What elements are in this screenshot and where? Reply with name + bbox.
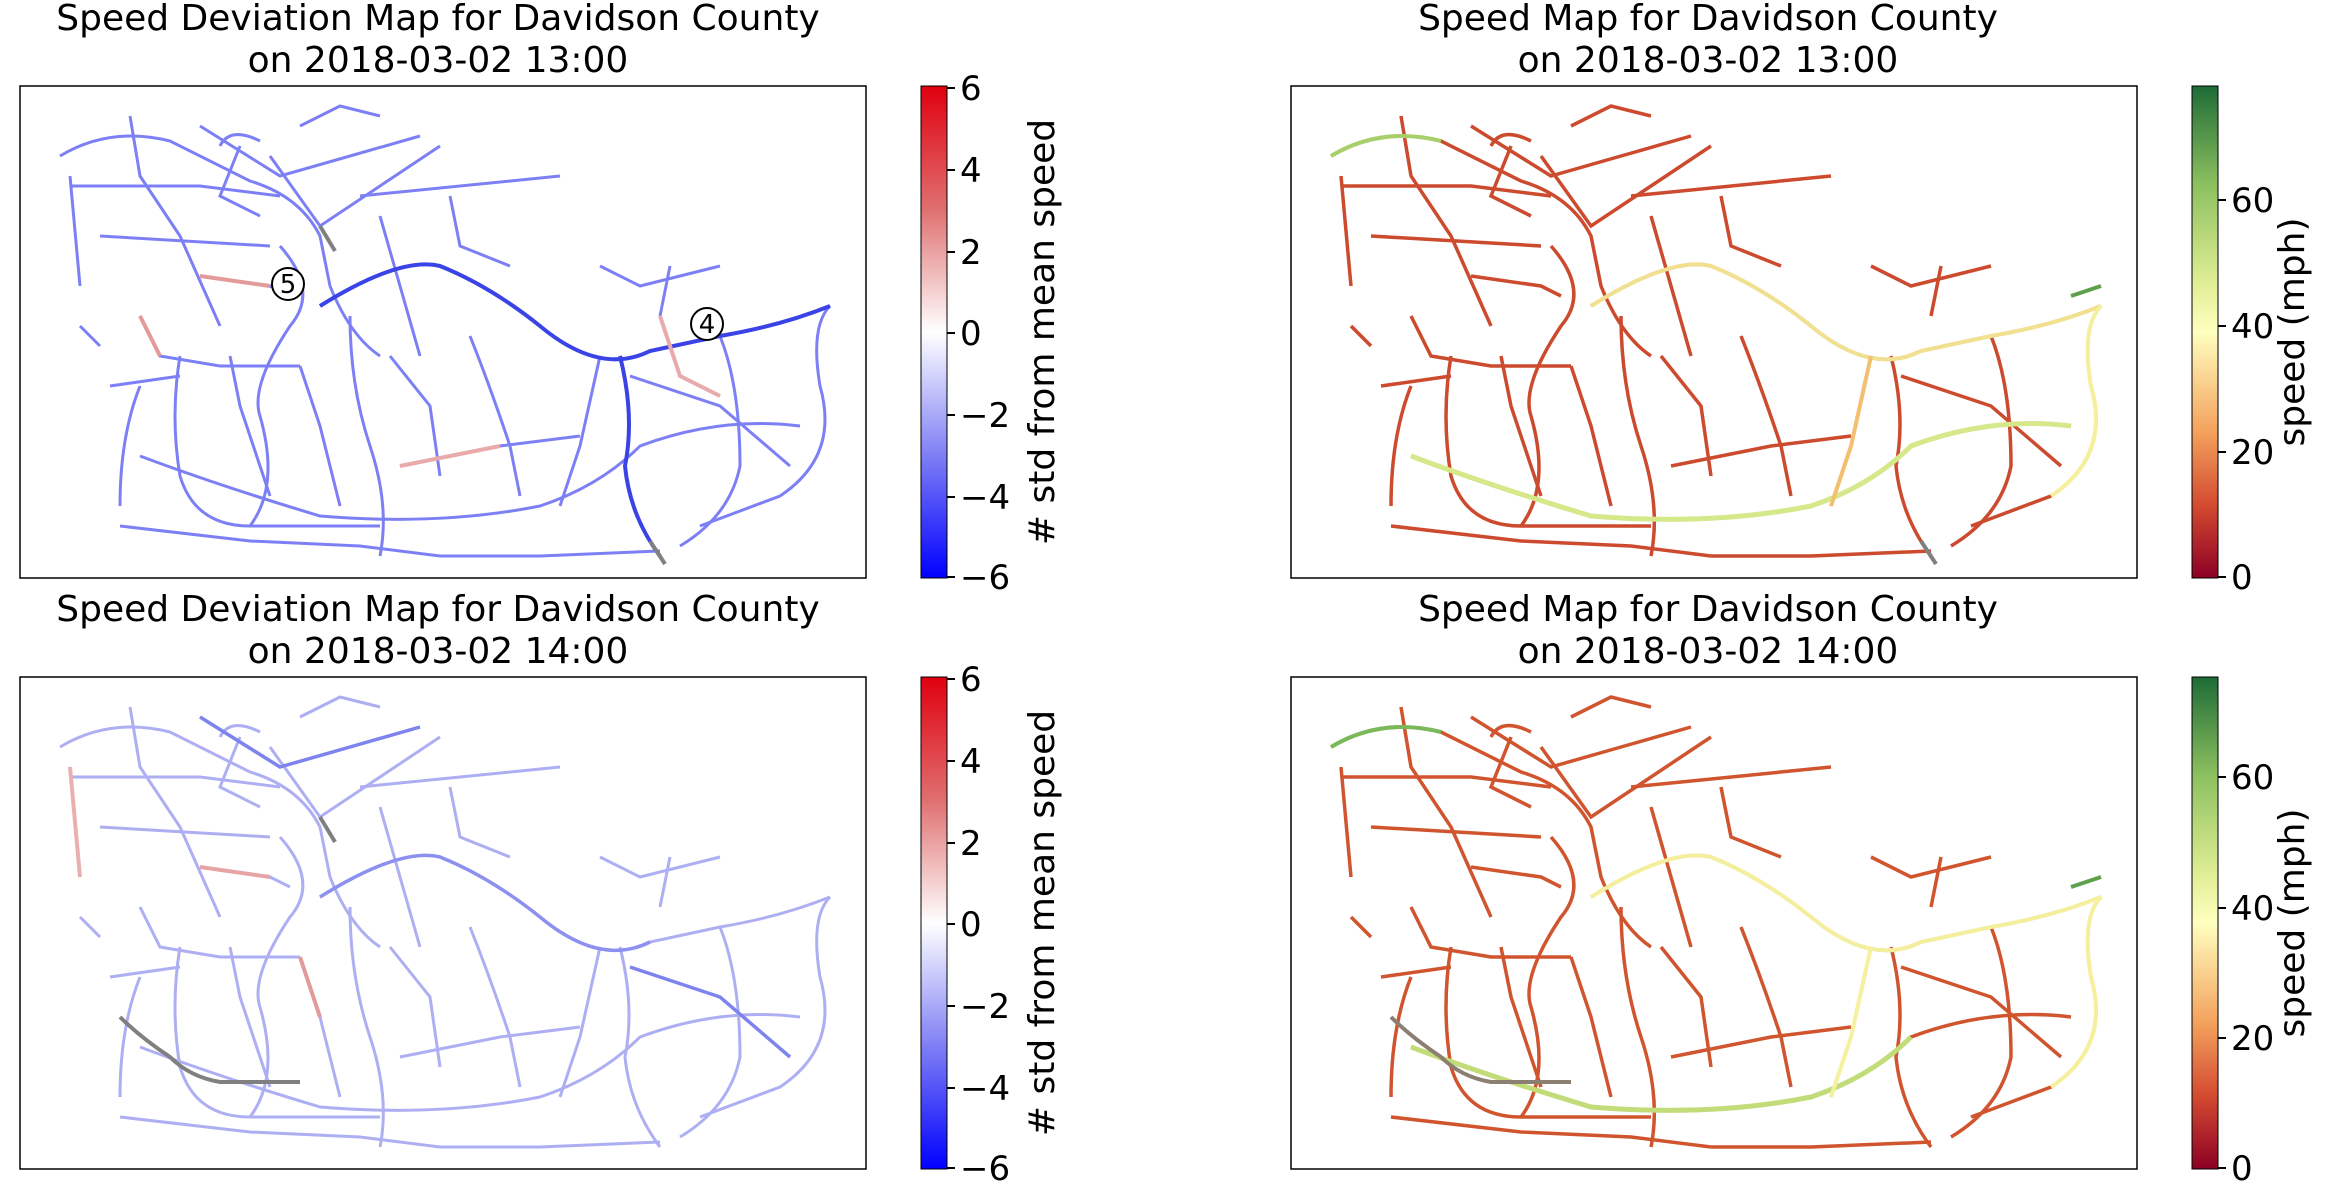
- tick-label: 20: [2231, 1019, 2274, 1059]
- map-frame: [1290, 676, 2138, 1170]
- tick-label: 0: [2231, 558, 2253, 598]
- map-frame: [19, 676, 867, 1170]
- panel-title-line2: on 2018-03-02 13:00: [1518, 40, 1899, 81]
- panel-title-line1: Speed Map for Davidson County: [1418, 589, 1998, 630]
- panel-title-line1: Speed Deviation Map for Davidson County: [56, 589, 820, 630]
- tick-label: 40: [2231, 307, 2274, 347]
- colorbar-ticks: 6 4 2 0 −2 −4 −6: [947, 69, 1010, 598]
- colorbar-ticks: 60 40 20 0: [2218, 181, 2274, 598]
- tick-label: 0: [960, 905, 982, 945]
- tick-label: −6: [960, 1149, 1010, 1189]
- tick-label: 4: [960, 742, 982, 782]
- svg-text:5: 5: [280, 270, 297, 300]
- colorbar-label: speed (mph): [2272, 217, 2313, 446]
- callout-4: 4: [690, 307, 724, 341]
- colorbar: [2191, 676, 2219, 1170]
- panel-title-line2: on 2018-03-02 14:00: [1518, 631, 1899, 672]
- panel-speed-1300: Speed Map for Davidson County on 2018-03…: [1290, 0, 2313, 598]
- colorbar: [2191, 85, 2219, 579]
- tick-label: 60: [2231, 758, 2274, 798]
- panel-title-line2: on 2018-03-02 13:00: [248, 40, 629, 81]
- panel-title-line2: on 2018-03-02 14:00: [248, 631, 629, 672]
- colorbar: [920, 85, 948, 579]
- tick-label: 40: [2231, 889, 2274, 929]
- tick-label: 0: [2231, 1149, 2253, 1189]
- tick-label: 6: [960, 660, 982, 700]
- tick-label: −2: [960, 987, 1010, 1027]
- tick-label: −4: [960, 1069, 1010, 1109]
- tick-label: −4: [960, 478, 1010, 518]
- svg-text:4: 4: [699, 310, 716, 340]
- map-frame: [1290, 85, 2138, 579]
- panel-deviation-1300: Speed Deviation Map for Davidson County …: [19, 0, 1063, 598]
- road-network: [1329, 695, 2103, 1149]
- road-network: [58, 104, 832, 566]
- tick-label: 60: [2231, 181, 2274, 221]
- colorbar-ticks: 6 4 2 0 −2 −4 −6: [947, 660, 1010, 1189]
- panel-title-line1: Speed Map for Davidson County: [1418, 0, 1998, 39]
- road-network: [58, 695, 832, 1149]
- tick-label: 2: [960, 233, 982, 273]
- colorbar-ticks: 60 40 20 0: [2218, 758, 2274, 1189]
- callout-5: 5: [271, 267, 305, 301]
- tick-label: 2: [960, 824, 982, 864]
- tick-label: 6: [960, 69, 982, 109]
- panel-deviation-1400: Speed Deviation Map for Davidson County …: [19, 589, 1063, 1189]
- road-network: [1329, 104, 2103, 566]
- map-frame: [19, 85, 867, 579]
- colorbar-label: # std from mean speed: [1022, 119, 1063, 545]
- tick-label: −2: [960, 396, 1010, 436]
- colorbar: [920, 676, 948, 1170]
- colorbar-label: speed (mph): [2272, 808, 2313, 1037]
- tick-label: −6: [960, 558, 1010, 598]
- panel-speed-1400: Speed Map for Davidson County on 2018-03…: [1290, 589, 2313, 1189]
- colorbar-label: # std from mean speed: [1022, 710, 1063, 1136]
- tick-label: 20: [2231, 433, 2274, 473]
- panel-title-line1: Speed Deviation Map for Davidson County: [56, 0, 820, 39]
- tick-label: 0: [960, 314, 982, 354]
- tick-label: 4: [960, 151, 982, 191]
